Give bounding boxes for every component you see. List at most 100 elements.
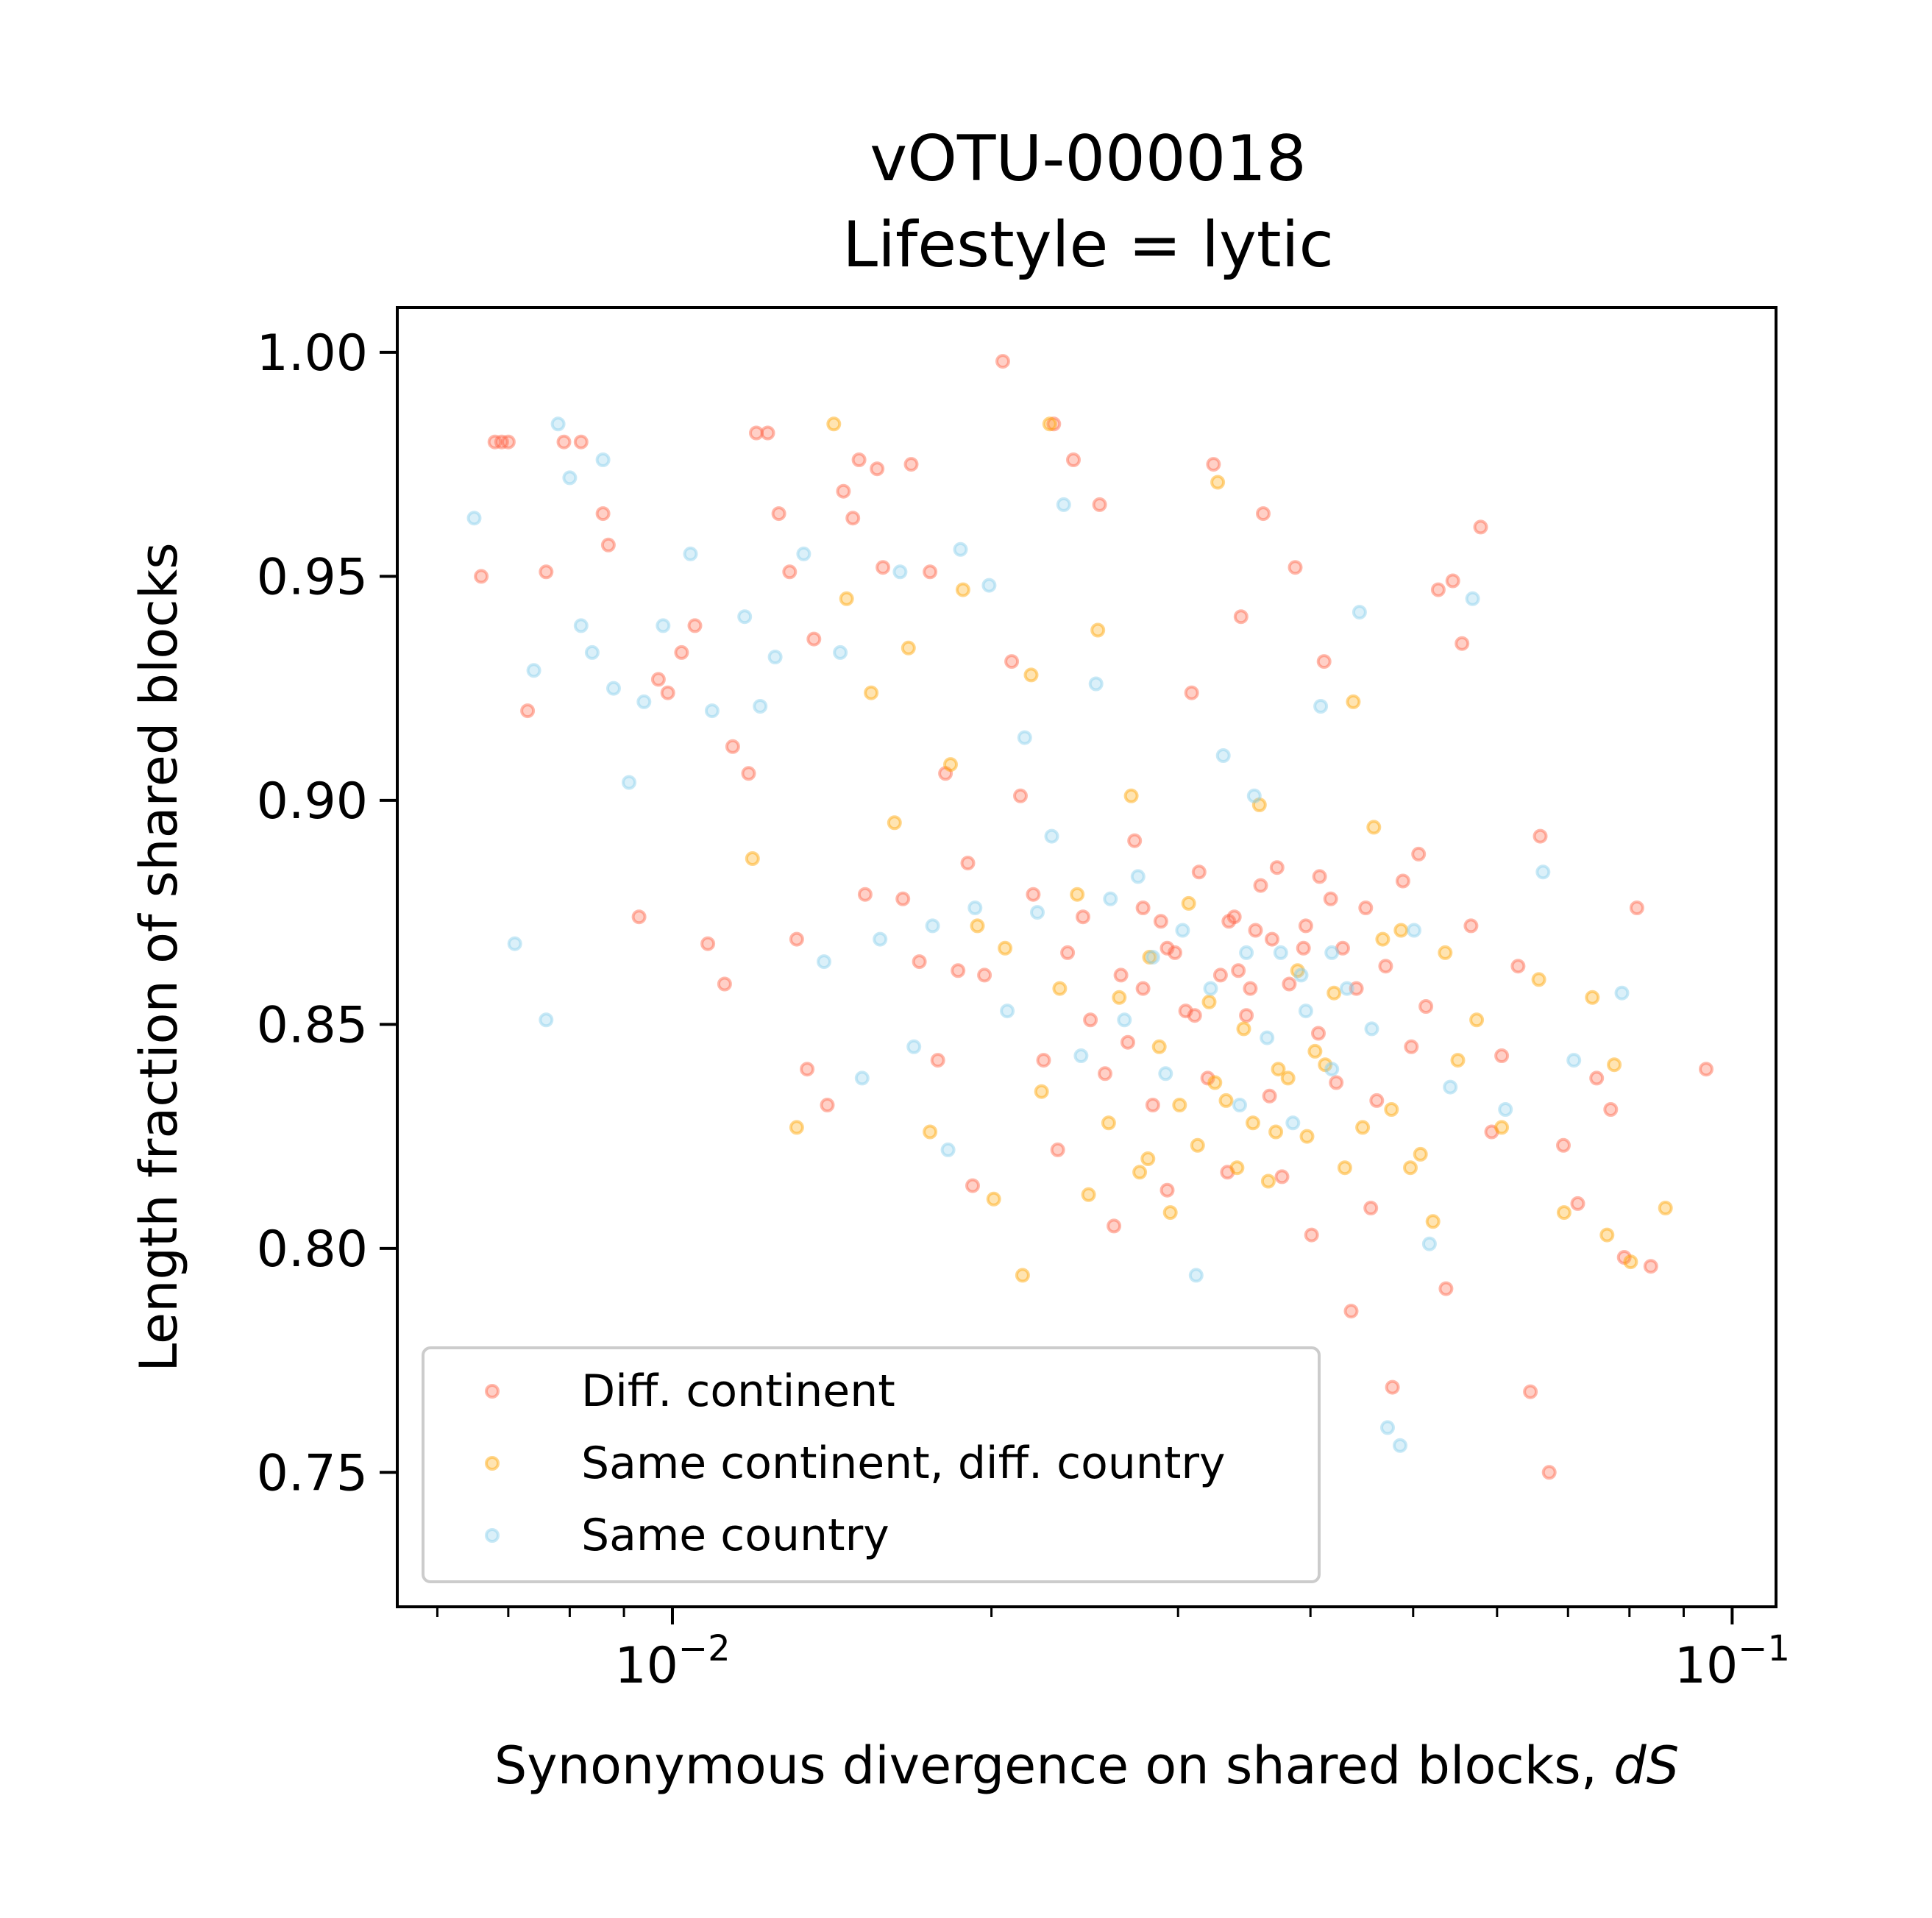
data-point	[1246, 788, 1262, 803]
data-point	[1380, 1420, 1395, 1435]
x-axis-label: Synonymous divergence on shared blocks, …	[494, 1736, 1679, 1796]
data-point	[1135, 901, 1151, 915]
data-point	[1443, 1079, 1458, 1095]
chart-title-line1: vOTU-000018	[870, 122, 1306, 196]
data-point	[901, 640, 916, 656]
data-point	[1494, 1048, 1510, 1063]
data-point	[1375, 931, 1391, 947]
data-point	[466, 511, 482, 526]
data-point	[998, 940, 1013, 956]
data-point	[1098, 1066, 1112, 1081]
data-point	[1233, 609, 1249, 625]
data-point	[1081, 1187, 1096, 1202]
data-point	[704, 703, 720, 719]
data-point	[1248, 923, 1263, 938]
data-point	[1135, 981, 1151, 996]
data-point	[938, 766, 953, 781]
data-point	[1358, 901, 1374, 915]
data-point	[745, 851, 760, 866]
data-point	[1282, 976, 1297, 992]
data-point	[1498, 1102, 1513, 1117]
data-point	[912, 954, 927, 970]
data-point	[1494, 1120, 1510, 1135]
data-point	[1260, 1030, 1275, 1045]
data-point	[1140, 1151, 1156, 1166]
data-point	[1363, 1201, 1379, 1215]
data-point	[1290, 963, 1305, 978]
data-point	[741, 766, 756, 781]
data-point	[1042, 416, 1057, 432]
data-point	[1107, 1218, 1122, 1234]
data-point	[1531, 972, 1546, 987]
data-point	[753, 699, 768, 714]
data-point	[1175, 923, 1190, 938]
data-point	[1260, 1173, 1276, 1189]
data-point	[895, 891, 911, 906]
data-point	[1132, 1165, 1148, 1180]
data-point	[474, 569, 489, 584]
data-point	[1159, 1182, 1175, 1198]
data-point	[1313, 699, 1329, 714]
data-point	[1232, 1098, 1247, 1112]
data-point	[1455, 636, 1470, 651]
data-point	[573, 434, 589, 450]
data-point	[1658, 1201, 1673, 1215]
data-point	[1088, 676, 1104, 692]
data-point	[851, 452, 867, 467]
data-point	[1210, 475, 1226, 490]
data-point	[1384, 1102, 1399, 1117]
data-point	[1296, 940, 1311, 956]
data-point	[494, 434, 509, 450]
data-point	[1190, 1137, 1205, 1153]
data-point	[1425, 1214, 1441, 1229]
data-point	[925, 918, 940, 934]
data-point	[1103, 891, 1118, 906]
data-point	[1251, 798, 1267, 812]
data-point	[887, 815, 902, 831]
data-point	[1207, 1075, 1223, 1090]
data-point	[1026, 887, 1041, 902]
data-point	[1603, 1102, 1619, 1117]
data-point	[1231, 963, 1246, 978]
data-point	[800, 1062, 815, 1077]
data-point	[1046, 416, 1062, 432]
data-point	[1274, 1169, 1290, 1184]
data-point	[1145, 1098, 1160, 1112]
y-tick-label: 0.80	[257, 1221, 368, 1279]
series-0	[474, 354, 1713, 1480]
data-point	[556, 434, 572, 450]
data-point	[1056, 497, 1071, 512]
data-point	[1229, 1160, 1245, 1176]
data-point	[1585, 990, 1600, 1005]
legend: Diff. continent Same continent, diff. cou…	[422, 1346, 1321, 1583]
data-point	[595, 452, 611, 467]
data-point	[1346, 694, 1361, 709]
data-point	[1178, 1004, 1193, 1019]
data-point	[820, 1098, 835, 1112]
data-point	[1556, 1205, 1571, 1221]
data-point	[1188, 1268, 1204, 1283]
data-point	[873, 931, 888, 947]
data-point	[1220, 1165, 1235, 1180]
legend-label: Same continent, diff. country	[581, 1438, 1226, 1489]
data-point	[767, 650, 783, 664]
data-point	[1073, 1048, 1089, 1063]
data-point	[960, 856, 976, 871]
data-point	[1246, 1115, 1260, 1131]
data-point	[1643, 1259, 1658, 1274]
x-tick-label: 10−2	[614, 1628, 730, 1695]
data-point	[1607, 1057, 1622, 1073]
data-point	[1130, 869, 1146, 884]
data-point	[526, 663, 541, 678]
chart-title-line2: Lifestyle = lytic	[842, 208, 1334, 282]
data-point	[674, 644, 689, 660]
data-point	[1201, 994, 1217, 1009]
data-point	[789, 1120, 804, 1135]
data-point	[1469, 1012, 1485, 1028]
data-point	[1268, 1124, 1284, 1140]
data-point	[1349, 981, 1364, 996]
data-point	[725, 739, 740, 754]
legend-label: Same country	[581, 1510, 889, 1561]
x-axis-label-italic: dS	[1613, 1736, 1679, 1796]
data-point	[1404, 1039, 1419, 1054]
